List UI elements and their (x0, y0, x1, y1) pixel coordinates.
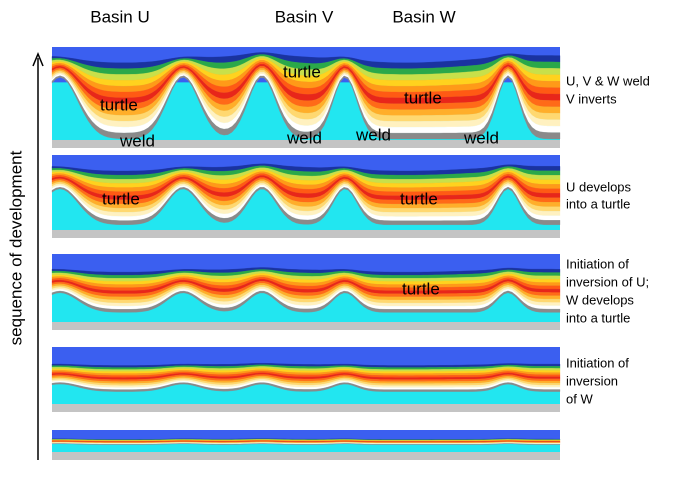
basin-label: Basin V (275, 7, 334, 26)
panel-base (52, 230, 560, 238)
side-label: V inverts (566, 91, 617, 106)
side-label: W develops (566, 292, 634, 307)
side-label: Initiation of (566, 355, 629, 370)
side-label: U, V & W weld (566, 73, 650, 88)
side-label: into a turtle (566, 310, 630, 325)
strata-layer (51, 382, 561, 392)
strata-layer (51, 186, 561, 225)
annotation: weld (119, 131, 155, 150)
annotation: turtle (283, 62, 321, 81)
annotation: weld (286, 128, 322, 147)
annotation: turtle (400, 189, 438, 208)
annotation: turtle (102, 189, 140, 208)
panel-base (52, 322, 560, 330)
basin-label: Basin W (392, 7, 455, 26)
annotation: turtle (100, 95, 138, 114)
axis-arrow-head (32, 52, 44, 67)
side-label: U develops (566, 179, 632, 194)
side-label: of W (566, 391, 593, 406)
panels (51, 47, 561, 460)
strata-layer (51, 443, 561, 445)
basin-label: Basin U (90, 7, 150, 26)
side-label: inversion (566, 373, 618, 388)
side-label: Initiation of (566, 256, 629, 271)
side-label: into a turtle (566, 196, 630, 211)
annotation: weld (463, 128, 499, 147)
strata-layer (51, 290, 561, 313)
panel-base (52, 140, 560, 148)
axis-label: sequence of development (6, 150, 25, 345)
annotation: weld (355, 125, 391, 144)
annotation: turtle (402, 279, 440, 298)
panel-base (52, 452, 560, 460)
strata-layer (51, 75, 561, 140)
panel-base (52, 404, 560, 412)
annotation: turtle (404, 88, 442, 107)
side-label: inversion of U; (566, 274, 649, 289)
